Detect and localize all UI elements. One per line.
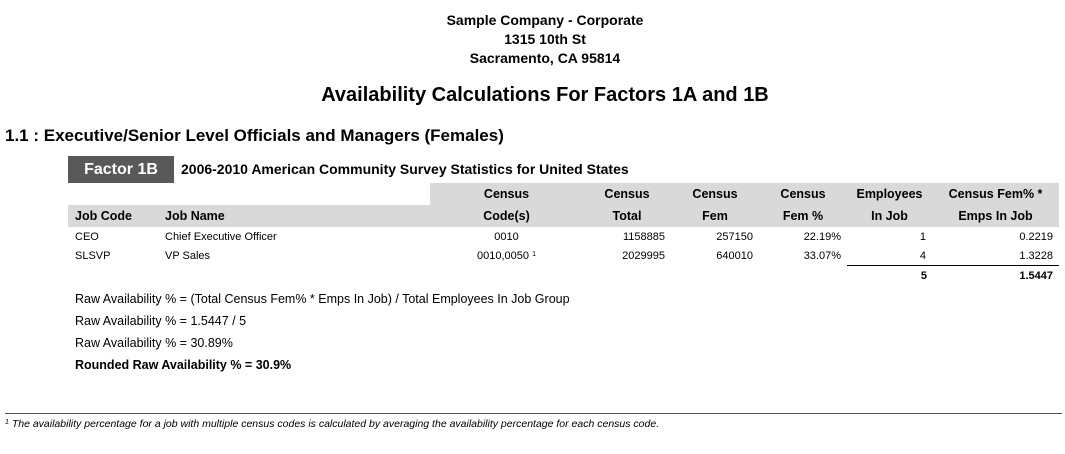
header-census-fem-pct-top: Census (759, 183, 847, 205)
census-fem-cell: 257150 (716, 230, 753, 243)
fem-emps-cell: 0.2219 (1019, 230, 1053, 243)
census-total-cell: 1158885 (622, 230, 665, 243)
formula-line-rounded: Rounded Raw Availability % = 30.9% (75, 358, 292, 372)
fem-emps-cell: 1.3228 (1019, 249, 1053, 262)
employees-cell: 4 (919, 249, 926, 262)
job-code-cell: CEO (75, 230, 99, 243)
header-fem-emps-top: Census Fem% * (932, 183, 1059, 205)
section-title: 1.1 : Executive/Senior Level Officials a… (5, 126, 504, 145)
factor-badge: Factor 1B (68, 156, 174, 183)
header-census-total-top: Census (583, 183, 671, 205)
header-row-top: Census Census Census Census Employees Ce… (68, 183, 1059, 205)
job-name-cell: Chief Executive Officer (165, 230, 277, 243)
total-employees: 5 (847, 265, 932, 285)
company-city: Sacramento, CA 95814 (469, 50, 621, 66)
header-census-fem-pct: Fem % (759, 205, 847, 227)
availability-table: Census Census Census Census Employees Ce… (68, 183, 1059, 285)
employees-cell: 1 (919, 230, 926, 243)
census-codes-value: 0010,0050 (477, 249, 530, 262)
header-employees-top: Employees (847, 183, 932, 205)
header-census-total: Total (583, 205, 671, 227)
formula-line-substitution: Raw Availability % = 1.5447 / 5 (75, 314, 247, 328)
header-fem-emps: Emps In Job (932, 205, 1059, 227)
table-row: SLSVP VP Sales 0010,0050 1 2029995 64001… (68, 246, 1059, 266)
table-row: CEO Chief Executive Officer 0010 1158885… (68, 227, 1059, 246)
footnote-mark: 1 (532, 250, 536, 258)
census-fem-pct-cell: 22.19% (803, 230, 841, 243)
total-fem-emps: 1.5447 (932, 265, 1059, 285)
header-job-name: Job Name (158, 205, 430, 227)
header-census-fem-top: Census (671, 183, 759, 205)
header-employees: In Job (847, 205, 932, 227)
footnote-number: 1 (5, 419, 9, 426)
header-job-code: Job Code (68, 205, 158, 227)
survey-title: 2006-2010 American Community Survey Stat… (181, 161, 629, 177)
job-code-cell: SLSVP (75, 249, 111, 262)
formula-line-result: Raw Availability % = 30.89% (75, 336, 233, 350)
footnote-divider (5, 413, 1062, 414)
census-codes-cell: 0010,0050 1 (430, 246, 583, 266)
header-census-fem: Fem (671, 205, 759, 227)
header-census-codes-top: Census (430, 183, 583, 205)
census-total-cell: 2029995 (622, 249, 665, 262)
footnote-text: The availability percentage for a job wi… (11, 418, 660, 430)
footnote: 1 The availability percentage for a job … (5, 418, 659, 430)
census-codes-value: 0010 (494, 230, 519, 243)
census-codes-cell: 0010 (430, 227, 583, 246)
company-address: 1315 10th St (504, 31, 586, 47)
job-name-cell: VP Sales (165, 249, 211, 262)
header-census-codes: Code(s) (430, 205, 583, 227)
report-title: Availability Calculations For Factors 1A… (321, 84, 769, 106)
formula-line-definition: Raw Availability % = (Total Census Fem% … (75, 292, 570, 306)
totals-row: 5 1.5447 (68, 265, 1059, 285)
company-name: Sample Company - Corporate (446, 12, 644, 28)
header-row-bottom: Job Code Job Name Code(s) Total Fem Fem … (68, 205, 1059, 227)
census-fem-cell: 640010 (716, 249, 753, 262)
census-fem-pct-cell: 33.07% (803, 249, 841, 262)
